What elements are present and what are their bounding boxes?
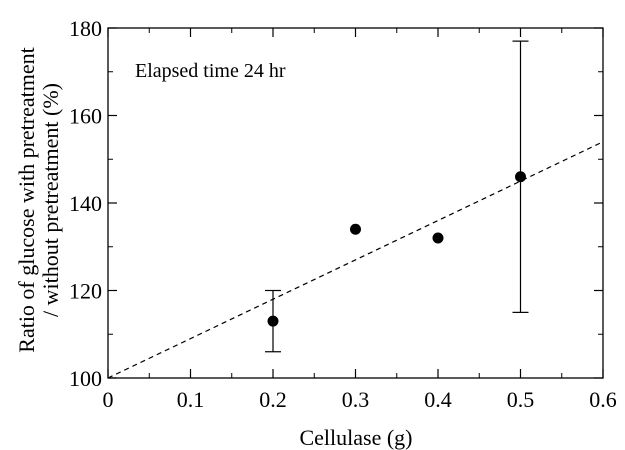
trendline <box>107 141 604 379</box>
x-tick-label: 0.2 <box>259 387 287 412</box>
x-axis-label: Cellulase (g) <box>299 425 412 450</box>
y-axis-label-line1: Ratio of glucose with pretreatment <box>14 47 39 352</box>
data-point <box>267 315 279 327</box>
y-tick-label: 120 <box>69 279 102 304</box>
annotation-text: Elapsed time 24 hr <box>135 60 286 82</box>
x-tick-label: 0.5 <box>507 387 535 412</box>
data-point <box>515 171 526 183</box>
y-tick-label: 180 <box>69 16 102 41</box>
data-point <box>350 223 361 235</box>
x-tick-label: 0 <box>103 387 114 412</box>
y-tick-label: 140 <box>69 191 102 216</box>
y-axis-label-line2: / without pretreatment (%) <box>38 83 63 317</box>
x-tick-label: 0.6 <box>589 387 617 412</box>
plot-marks: 0 0.1 0.2 0.3 0.4 0.5 0.6 100 120 140 160 180 <box>69 16 617 412</box>
y-tick-label: 100 <box>69 366 102 391</box>
x-tick-label: 0.4 <box>424 387 452 412</box>
y-tick-label: 160 <box>69 104 102 129</box>
x-tick-label: 0.3 <box>342 387 370 412</box>
x-tick-label: 0.1 <box>177 387 205 412</box>
data-point <box>432 232 444 244</box>
